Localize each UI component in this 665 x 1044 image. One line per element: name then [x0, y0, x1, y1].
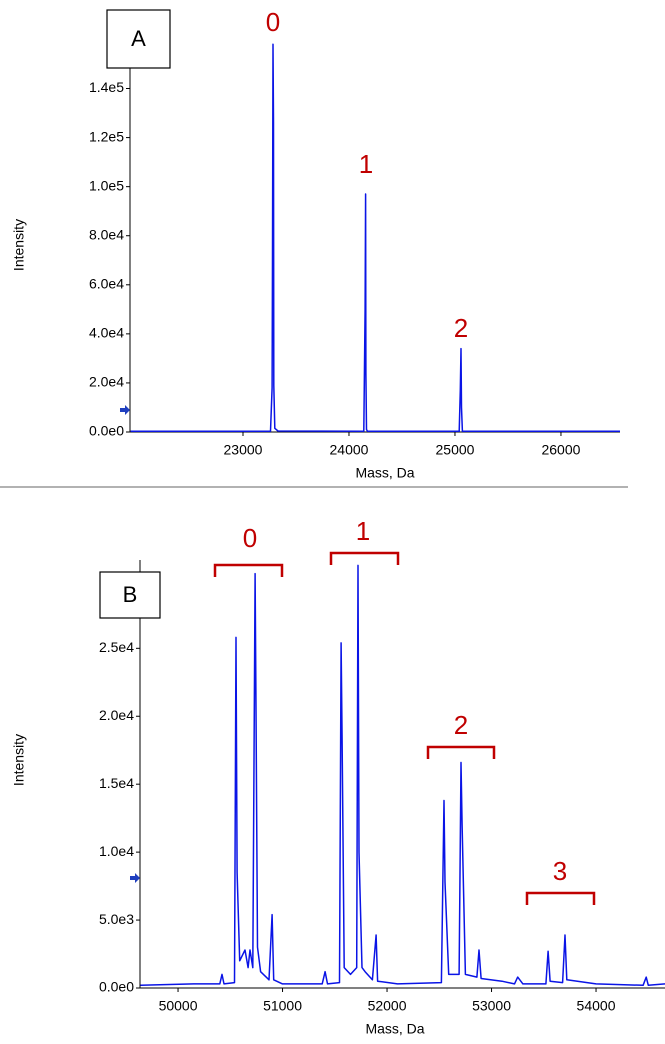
x-tick-label: 54000: [577, 998, 616, 1014]
y-tick-label: 1.0e5: [89, 177, 124, 193]
spectrum-line: [130, 43, 620, 433]
x-tick-label: 26000: [541, 442, 580, 458]
peak-annotation: 0: [243, 523, 257, 553]
peak-annotation: 1: [359, 149, 373, 179]
x-tick-label: 50000: [159, 998, 198, 1014]
peak-annotation: 3: [553, 856, 567, 886]
peak-annotation: 2: [454, 710, 468, 740]
y-tick-label: 0.0e0: [99, 979, 134, 995]
y-tick-label: 5.0e3: [99, 911, 134, 927]
axis-marker: [120, 405, 130, 415]
x-axis-label: Mass, Da: [365, 1021, 424, 1037]
panel-label-box: [106, 9, 171, 69]
y-axis-label: Intensity: [11, 219, 27, 271]
bracket: [329, 551, 400, 565]
panel-label-box: [99, 571, 161, 619]
axis-marker: [130, 873, 140, 883]
y-tick-label: 4.0e4: [89, 325, 124, 341]
y-tick-label: 1.0e4: [99, 843, 134, 859]
x-tick-label: 24000: [330, 442, 369, 458]
x-tick-label: 25000: [436, 442, 475, 458]
x-tick-label: 53000: [472, 998, 511, 1014]
y-tick-label: 6.0e4: [89, 275, 124, 291]
bracket: [525, 891, 596, 905]
x-tick-label: 52000: [368, 998, 407, 1014]
x-tick-label: 23000: [224, 442, 263, 458]
x-tick-label: 51000: [263, 998, 302, 1014]
y-tick-label: 2.0e4: [99, 707, 134, 723]
y-axis-label: Intensity: [11, 734, 27, 786]
y-tick-label: 2.5e4: [99, 639, 134, 655]
bracket: [213, 563, 284, 577]
peak-annotation: 2: [454, 313, 468, 343]
y-tick-label: 2.0e4: [89, 374, 124, 390]
y-tick-label: 1.2e5: [89, 128, 124, 144]
x-axis-label: Mass, Da: [355, 465, 414, 481]
y-tick-label: 0.0e0: [89, 423, 124, 439]
panel-label: A: [131, 26, 146, 51]
peak-annotation: 0: [266, 7, 280, 37]
y-tick-label: 1.5e4: [99, 775, 134, 791]
y-tick-label: 8.0e4: [89, 226, 124, 242]
y-tick-label: 1.4e5: [89, 79, 124, 95]
panel-label: B: [123, 582, 138, 607]
spectrum-line: [140, 564, 665, 987]
bracket: [426, 745, 496, 759]
peak-annotation: 1: [356, 516, 370, 546]
